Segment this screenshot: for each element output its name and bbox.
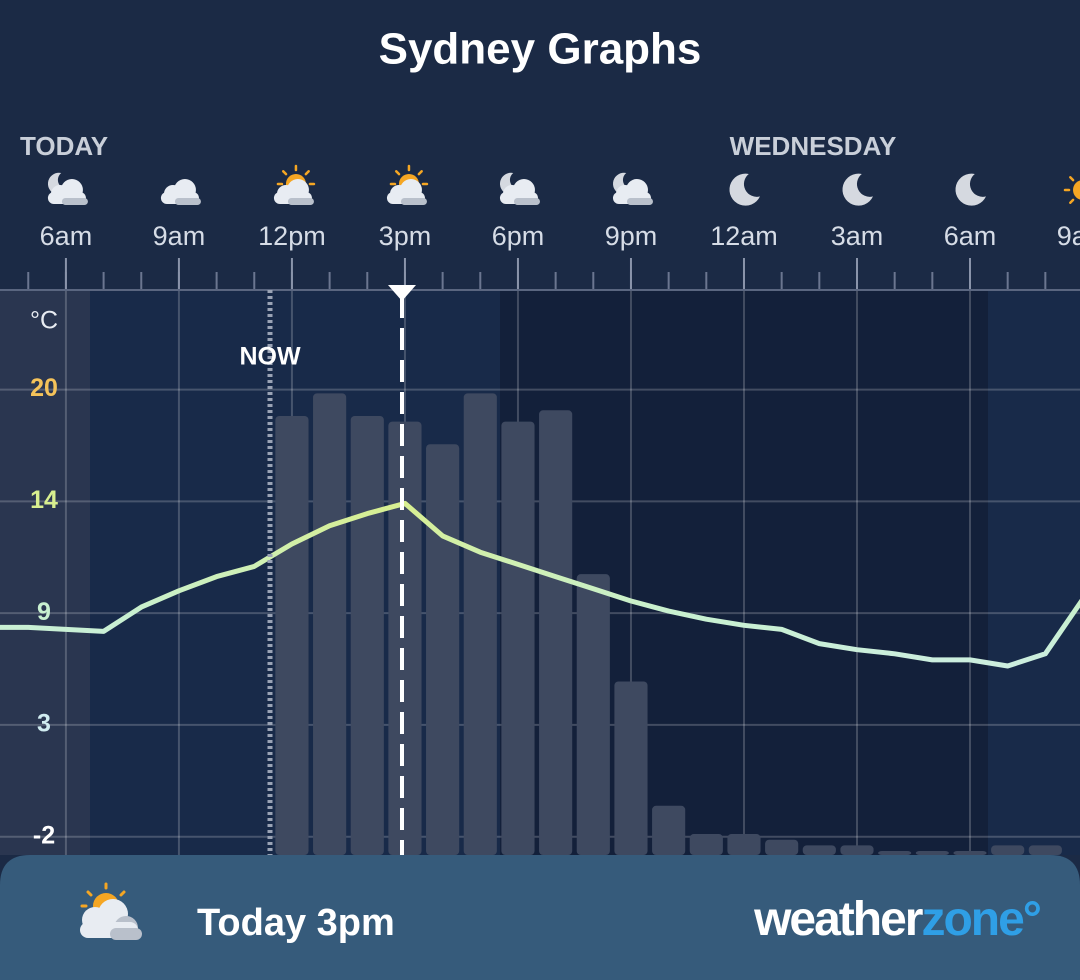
weather-icons <box>47 164 1080 206</box>
x-tick-label: 9pm <box>605 221 658 251</box>
bar <box>388 421 422 855</box>
weather-icon <box>386 164 429 205</box>
bar <box>878 851 912 855</box>
bar <box>689 834 723 855</box>
bar <box>765 839 799 855</box>
weather-icon <box>499 172 540 205</box>
logo: weatherzone° <box>753 893 1041 946</box>
sun-ray <box>417 170 423 176</box>
bar <box>275 415 309 855</box>
logo-weather: weather <box>753 893 923 946</box>
footer: Today 3pm weatherzone° <box>0 855 1080 980</box>
y-tick-label: 14 <box>30 486 58 514</box>
bar <box>350 415 384 855</box>
sun-ray <box>281 170 288 176</box>
moon <box>842 173 873 206</box>
x-tick-label: 9am <box>153 221 206 251</box>
footer-icon <box>80 882 142 940</box>
cloud-shade <box>513 198 540 205</box>
bar <box>652 805 686 855</box>
bar <box>840 845 874 855</box>
sun-ray <box>1069 198 1075 204</box>
weather-icon <box>612 172 653 205</box>
x-tick-label: 6am <box>40 221 93 251</box>
sun-ray <box>1069 176 1075 182</box>
cloud-shade <box>174 198 201 205</box>
unit-label: °C <box>30 307 58 335</box>
weather-icon <box>160 179 201 205</box>
x-tick-label: 6pm <box>492 221 545 251</box>
weather-icon <box>842 173 873 206</box>
moon <box>729 173 760 206</box>
weather-icon <box>729 173 760 206</box>
bar <box>426 444 460 855</box>
weather-icon <box>273 164 316 205</box>
sun-ray <box>394 170 401 176</box>
bar <box>463 393 497 855</box>
day-label: TODAY <box>20 131 108 161</box>
x-tick-label: 3am <box>831 221 884 251</box>
x-tick-label: 12am <box>710 221 778 251</box>
temperature-line <box>0 500 1080 669</box>
bar <box>576 574 610 855</box>
sun <box>1073 180 1080 200</box>
footer-label: Today 3pm <box>197 902 395 944</box>
x-tick-label: 6am <box>944 221 997 251</box>
cloud-shade <box>287 198 314 205</box>
bar <box>501 421 535 855</box>
cloud-shade <box>61 198 88 205</box>
chart <box>0 290 1080 855</box>
day-label: WEDNESDAY <box>730 131 897 161</box>
weather-icon <box>955 173 987 206</box>
bar <box>1028 845 1062 855</box>
day-band <box>988 290 1080 855</box>
title: Sydney Graphs <box>379 25 702 74</box>
y-tick-label: -2 <box>33 821 55 849</box>
footer-panel <box>0 855 1080 980</box>
x-tick-label: 9am <box>1057 221 1080 251</box>
logo-zone: zone° <box>921 893 1040 946</box>
selected-marker[interactable] <box>388 285 416 301</box>
weather-icon <box>47 172 88 205</box>
sun-ray <box>304 170 310 176</box>
past-band <box>0 290 90 855</box>
x-tick-label: 12pm <box>258 221 326 251</box>
bar <box>313 393 347 855</box>
bar <box>953 851 987 855</box>
cloud-shade <box>626 198 653 205</box>
bar <box>802 845 836 855</box>
bar <box>727 834 761 855</box>
moon <box>955 173 987 206</box>
now-label: NOW <box>239 343 301 371</box>
bar <box>915 851 949 855</box>
y-tick-label: 3 <box>37 710 51 738</box>
cloud-shade <box>400 198 427 205</box>
y-tick-label: 9 <box>37 598 51 626</box>
x-tick-label: 3pm <box>379 221 432 251</box>
bar <box>614 681 648 855</box>
y-tick-label: 20 <box>30 374 58 402</box>
y-ticks: 20 14 9 3 -2 <box>30 374 58 849</box>
bar <box>539 410 573 855</box>
weather-icon <box>1063 176 1080 204</box>
hour-ticks <box>27 258 1047 289</box>
bar <box>991 845 1025 855</box>
